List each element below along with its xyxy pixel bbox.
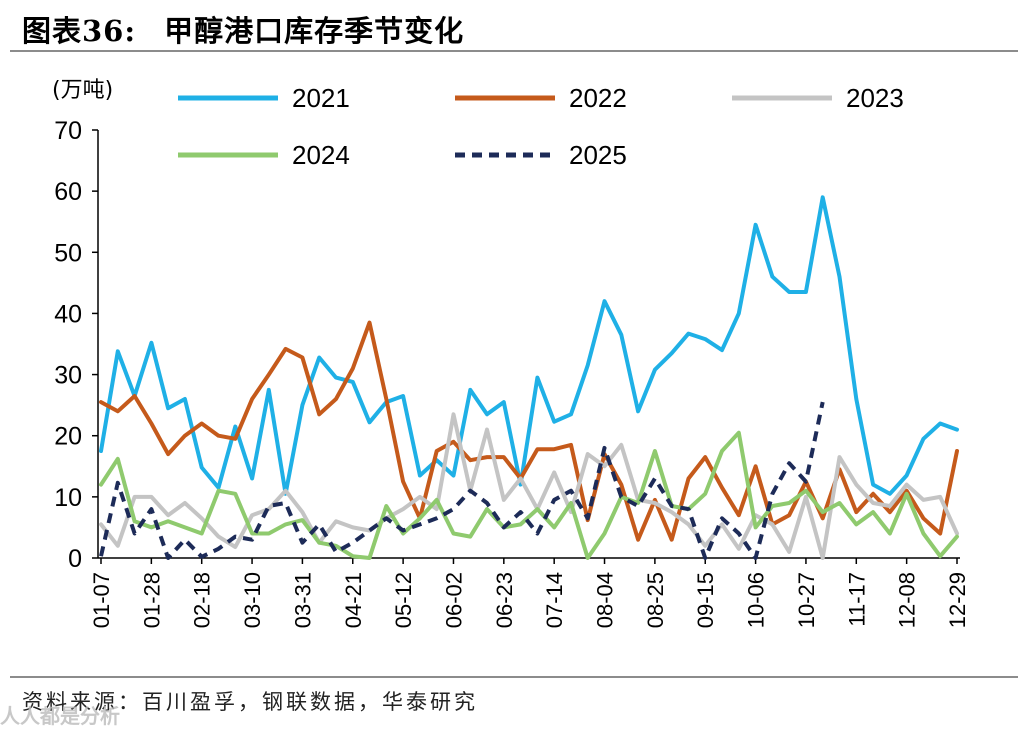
chart-title: 甲醇港口库存季节变化 bbox=[164, 14, 465, 48]
y-tick-label: 0 bbox=[68, 545, 82, 573]
x-tick-label: 03-31 bbox=[290, 572, 315, 628]
y-tick-label: 20 bbox=[54, 423, 82, 451]
x-tick-label: 12-29 bbox=[945, 572, 970, 628]
source-note: 资料来源：百川盈孚，钢联数据，华泰研究 bbox=[22, 690, 478, 714]
series-line-2023 bbox=[99, 412, 959, 560]
top-divider bbox=[10, 50, 1018, 52]
legend-label-2022: 2022 bbox=[569, 83, 627, 113]
series-line-2025 bbox=[99, 401, 825, 560]
legend-label-2024: 2024 bbox=[292, 140, 350, 170]
y-tick-label: 30 bbox=[54, 362, 82, 390]
y-tick-label: 60 bbox=[54, 178, 82, 206]
y-tick-label: 70 bbox=[54, 117, 82, 145]
x-tick-label: 01-07 bbox=[89, 572, 114, 628]
legend-label-2025: 2025 bbox=[569, 140, 627, 170]
y-axis-unit-label: (万吨) bbox=[52, 78, 113, 103]
x-tick-label: 08-25 bbox=[643, 572, 668, 628]
x-tick-label: 01-28 bbox=[139, 572, 164, 628]
legend-label-2021: 2021 bbox=[292, 83, 350, 113]
series-layer bbox=[99, 195, 959, 560]
x-tick-label: 12-08 bbox=[895, 572, 920, 628]
x-tick-label: 10-06 bbox=[744, 572, 769, 628]
x-tick-label: 04-21 bbox=[341, 572, 366, 628]
x-tick-label: 06-02 bbox=[441, 572, 466, 628]
series-line-2021 bbox=[99, 195, 959, 496]
x-tick-label: 07-14 bbox=[542, 572, 567, 628]
watermark: 人人都是分析 bbox=[0, 704, 120, 728]
x-tick-label: 06-23 bbox=[492, 572, 517, 628]
legend-label-2023: 2023 bbox=[846, 83, 904, 113]
chart-legend: 2021 2022 2023 2024 2025 bbox=[178, 83, 904, 170]
bottom-divider bbox=[10, 676, 1018, 678]
y-tick-label: 40 bbox=[54, 300, 82, 328]
y-tick-label: 50 bbox=[54, 239, 82, 267]
x-tick-label: 10-27 bbox=[794, 572, 819, 628]
chart-title-block: 图表36: 甲醇港口库存季节变化 bbox=[22, 8, 464, 50]
x-tick-label: 02-18 bbox=[190, 572, 215, 628]
x-tick-label: 11-17 bbox=[844, 572, 869, 627]
x-tick-label: 05-12 bbox=[391, 572, 416, 628]
chart-axes: 0 10 20 30 40 50 60 70 01-07 01-28 02-18 03-10 03-31… bbox=[54, 117, 970, 628]
series-line-2024 bbox=[99, 430, 959, 560]
x-tick-label: 09-15 bbox=[693, 572, 718, 628]
x-tick-label: 03-10 bbox=[240, 572, 265, 628]
y-tick-label: 10 bbox=[54, 484, 82, 512]
x-tick-label: 08-04 bbox=[593, 572, 618, 628]
title-prefix: 图表36: bbox=[22, 14, 137, 48]
